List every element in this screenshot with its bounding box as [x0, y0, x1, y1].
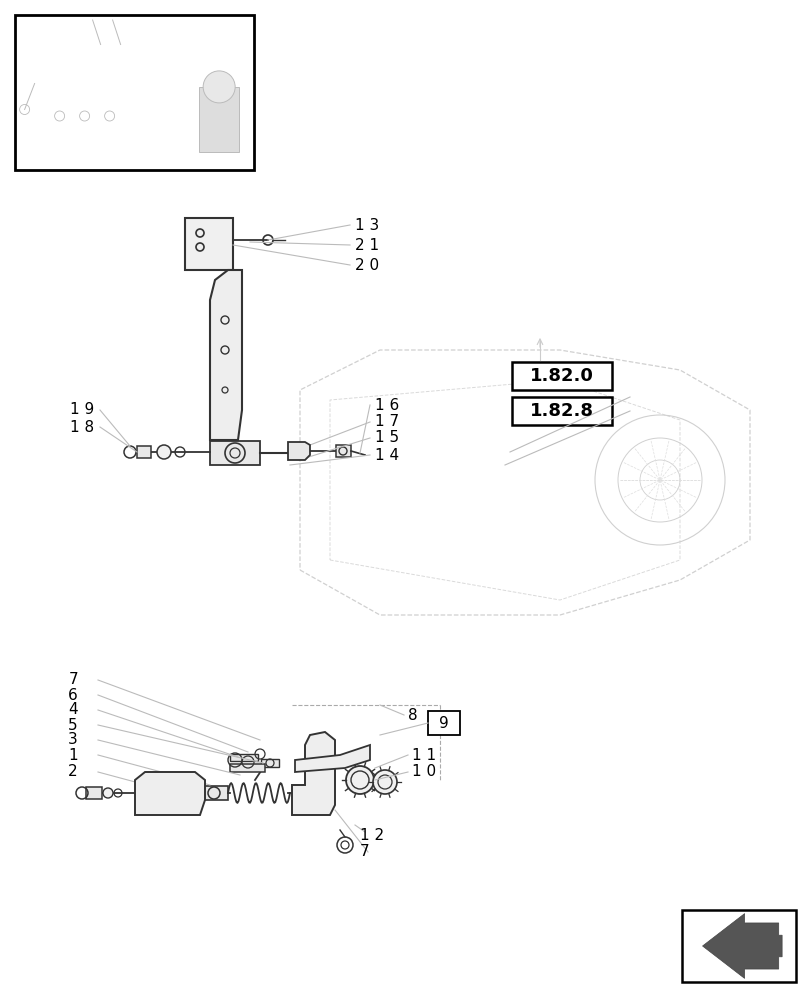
- Text: 1: 1: [68, 748, 78, 762]
- Text: 2 0: 2 0: [354, 257, 379, 272]
- Text: 1 0: 1 0: [411, 764, 436, 780]
- Polygon shape: [294, 745, 370, 772]
- Bar: [427, 711, 460, 735]
- Text: 1 6: 1 6: [375, 397, 399, 412]
- Circle shape: [157, 445, 171, 459]
- Text: 1 5: 1 5: [375, 430, 399, 446]
- Bar: [511, 397, 611, 425]
- Bar: [199, 87, 239, 152]
- Text: 6: 6: [68, 688, 78, 702]
- Text: 7: 7: [359, 844, 369, 859]
- Bar: [230, 754, 258, 761]
- Polygon shape: [288, 442, 310, 460]
- Text: 1 8: 1 8: [70, 420, 94, 434]
- Bar: [15, 15, 254, 170]
- Text: 1.82.8: 1.82.8: [529, 402, 593, 420]
- Bar: [230, 764, 264, 772]
- Polygon shape: [49, 84, 229, 145]
- Polygon shape: [292, 732, 335, 815]
- Text: 2 1: 2 1: [354, 237, 379, 252]
- Text: 1 1: 1 1: [411, 748, 436, 762]
- Bar: [260, 759, 279, 767]
- Bar: [137, 446, 151, 458]
- Polygon shape: [49, 44, 229, 84]
- Text: 3: 3: [68, 732, 78, 748]
- Circle shape: [345, 766, 374, 794]
- Text: 9: 9: [439, 716, 448, 730]
- Text: 5: 5: [68, 718, 78, 732]
- Circle shape: [203, 71, 235, 103]
- Text: 1 9: 1 9: [70, 402, 94, 418]
- Circle shape: [292, 444, 306, 458]
- Polygon shape: [135, 772, 204, 815]
- Polygon shape: [40, 28, 231, 84]
- Bar: [511, 362, 611, 390]
- Text: 2: 2: [68, 764, 78, 780]
- Polygon shape: [702, 914, 781, 978]
- Text: 8: 8: [407, 708, 417, 722]
- Bar: [86, 787, 102, 799]
- Text: 4: 4: [68, 702, 78, 718]
- Text: 1.82.0: 1.82.0: [529, 367, 593, 385]
- Text: 1 7: 1 7: [375, 414, 399, 430]
- Bar: [336, 445, 350, 457]
- Circle shape: [372, 770, 397, 794]
- Bar: [200, 786, 228, 800]
- Polygon shape: [35, 77, 49, 145]
- Bar: [185, 218, 233, 270]
- Text: 1 4: 1 4: [375, 448, 399, 462]
- Bar: [210, 441, 260, 465]
- Text: 1 3: 1 3: [354, 218, 379, 232]
- Bar: [681, 910, 795, 982]
- Text: 7: 7: [68, 672, 78, 688]
- Circle shape: [103, 788, 113, 798]
- Text: 1 2: 1 2: [359, 828, 384, 842]
- Polygon shape: [210, 270, 242, 440]
